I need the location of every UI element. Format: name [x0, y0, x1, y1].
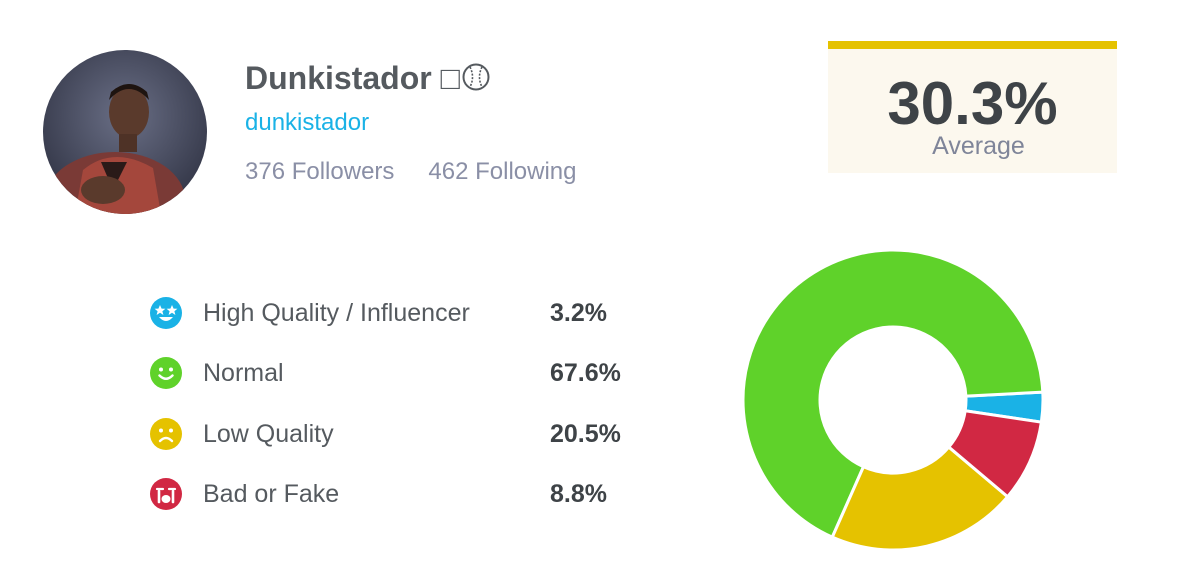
profile-name-text: Dunkistador	[245, 60, 432, 96]
profile-stats: 376 Followers 462 Following	[245, 157, 577, 187]
legend-item-normal: Normal 67.6%	[150, 353, 650, 393]
profile-handle[interactable]: dunkistador	[245, 109, 370, 136]
legend-value: 20.5%	[550, 420, 621, 448]
legend-item-high-quality: High Quality / Influencer 3.2%	[150, 293, 650, 333]
legend-value: 67.6%	[550, 359, 621, 387]
score-value: 30.3%	[887, 70, 1058, 137]
legend-item-low-quality: Low Quality 20.5%	[150, 414, 650, 454]
score-accent-bar	[828, 41, 1117, 49]
legend-item-bad-or-fake: Bad or Fake 8.8%	[150, 474, 650, 514]
profile-avatar	[43, 50, 207, 214]
donut-slice-bad-or-fake	[946, 409, 1044, 499]
legend-label: High Quality / Influencer	[203, 299, 470, 327]
profile-name: Dunkistador □	[245, 58, 490, 100]
quality-donut-chart	[741, 248, 1045, 552]
donut-slice-normal	[741, 248, 1045, 540]
frowning-face-icon	[150, 418, 182, 450]
following-count[interactable]: 462 Following	[428, 158, 577, 185]
legend-value: 3.2%	[550, 299, 607, 327]
crying-face-icon	[150, 478, 182, 510]
smiling-face-icon	[150, 357, 182, 389]
legend-value: 8.8%	[550, 480, 607, 508]
followers-count[interactable]: 376 Followers	[245, 158, 395, 185]
donut-slice-low-quality	[830, 444, 1010, 552]
score-card: 30.3% Average	[828, 41, 1117, 173]
legend-label: Bad or Fake	[203, 480, 340, 508]
score-label: Average	[932, 132, 1025, 160]
profile-name-glyph: □	[440, 60, 460, 96]
star-eyes-face-icon	[150, 297, 182, 329]
legend-label: Normal	[203, 359, 284, 387]
legend-label: Low Quality	[203, 420, 334, 448]
baseball-icon	[462, 60, 490, 100]
